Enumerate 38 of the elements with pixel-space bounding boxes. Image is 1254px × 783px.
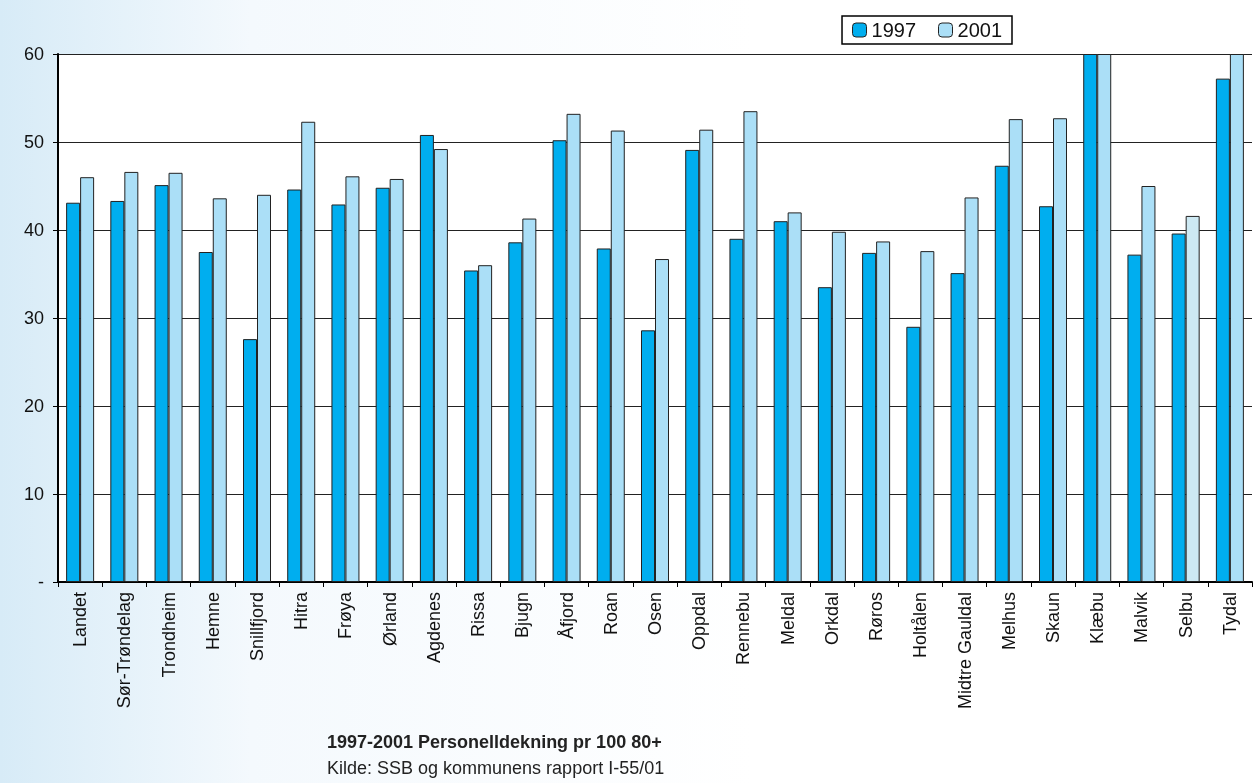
x-tick-label: Rennebu bbox=[733, 592, 754, 666]
y-tick-label: 30 bbox=[23, 308, 44, 328]
x-tick-label: Midtre Gauldal bbox=[954, 592, 975, 710]
x-tick-label: Selbu bbox=[1175, 592, 1196, 639]
x-tick-label: Trondheim bbox=[158, 592, 179, 678]
x-tick-label: Meldal bbox=[777, 592, 798, 646]
x-tick-label: Hemne bbox=[202, 592, 223, 651]
text: Kilde: SSB og kommunens rapport I-55/01 bbox=[327, 758, 665, 778]
x-tick-label: Osen bbox=[645, 592, 665, 636]
text: 1997-2001 Personelldekning pr 100 80+ bbox=[327, 732, 662, 752]
x-tick-label: Bjugn bbox=[512, 592, 533, 639]
x-tick-label: Roan bbox=[600, 592, 621, 636]
x-tick-label: Landet bbox=[70, 592, 91, 648]
y-tick-label: 40 bbox=[23, 220, 44, 240]
y-tick-label: 20 bbox=[23, 396, 44, 416]
y-tick-label: 10 bbox=[23, 484, 44, 504]
x-tick-label: Røros bbox=[866, 592, 887, 641]
x-tick-label: Agdenes bbox=[423, 592, 444, 664]
x-tick-label: Åfjord bbox=[556, 592, 577, 640]
x-tick-label: Malvik bbox=[1131, 591, 1152, 644]
x-tick-label: Orkdal bbox=[821, 592, 842, 646]
x-tick-label: Skaun bbox=[1043, 592, 1063, 644]
x-tick-label: Holtålen bbox=[910, 592, 931, 659]
x-tick-label: Frøya bbox=[335, 591, 356, 639]
x-tick-label: Rissa bbox=[468, 591, 489, 638]
x-tick-label: Tydal bbox=[1219, 592, 1240, 636]
x-tick-label: Melhus bbox=[998, 592, 1019, 651]
x-tick-label: Sør-Trøndelag bbox=[114, 592, 135, 709]
legend-label: 2001 bbox=[957, 19, 1003, 41]
x-tick-label: Hitra bbox=[291, 591, 312, 631]
y-tick-label: 60 bbox=[23, 44, 44, 64]
x-tick-label: Oppdal bbox=[689, 592, 710, 651]
y-tick-label: 50 bbox=[23, 132, 44, 152]
legend-label: 1997 bbox=[871, 19, 917, 41]
y-tick-label: - bbox=[38, 572, 44, 592]
x-tick-label: Ørland bbox=[379, 592, 400, 647]
x-tick-label: Snillfjord bbox=[247, 592, 267, 662]
x-tick-label: Klæbu bbox=[1087, 592, 1108, 645]
